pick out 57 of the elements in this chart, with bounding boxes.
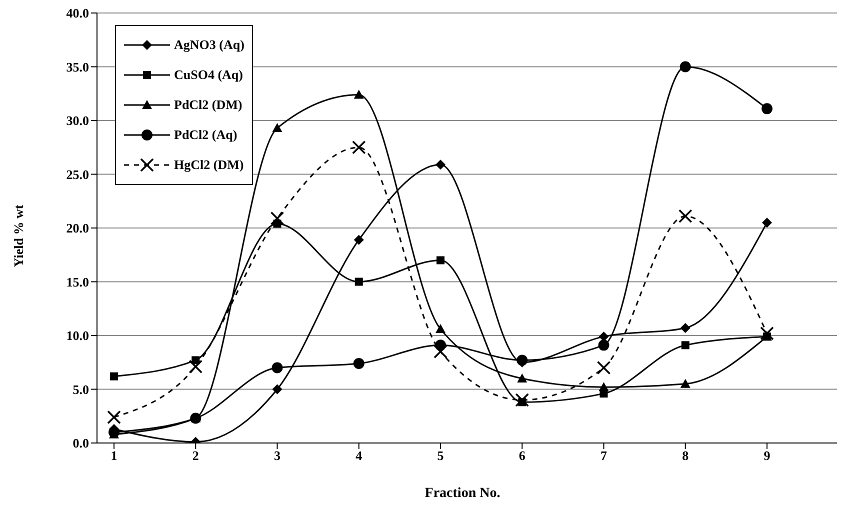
point <box>436 324 446 334</box>
point <box>353 358 364 369</box>
point <box>598 382 609 392</box>
y-tick-label: 10.0 <box>66 328 89 344</box>
point <box>681 341 690 350</box>
point <box>272 362 283 374</box>
point <box>272 384 282 394</box>
point <box>354 278 363 286</box>
point <box>436 160 446 170</box>
point <box>108 426 120 438</box>
point <box>678 209 692 224</box>
y-tick-label: 15.0 <box>66 274 89 290</box>
x-tick-label: 8 <box>682 448 690 464</box>
point <box>762 103 772 114</box>
point <box>436 256 444 264</box>
point <box>110 372 118 380</box>
point <box>517 374 528 382</box>
point <box>354 234 364 245</box>
legend-label: AgNO3 (Aq) <box>174 37 244 53</box>
point <box>270 211 284 226</box>
y-tick-label: 30.0 <box>66 113 89 128</box>
point <box>352 140 366 154</box>
x-tick-label: 1 <box>110 448 118 464</box>
point <box>680 322 690 333</box>
x-axis-title: Fraction No. <box>424 486 502 502</box>
point <box>192 356 200 364</box>
y-tick-label: 25.0 <box>66 166 89 182</box>
x-tick-label: 3 <box>274 448 281 464</box>
y-tick-label: 20.0 <box>66 220 89 236</box>
legend-label: CuSO4 (Aq) <box>174 67 243 83</box>
x-tick-label: 4 <box>356 448 363 464</box>
point <box>680 61 691 72</box>
y-axis-title: Yield % wt <box>11 204 27 267</box>
point <box>354 90 364 99</box>
point <box>516 354 528 366</box>
y-tick-label: 5.0 <box>72 382 89 397</box>
legend-label: HgCl2 (DM) <box>174 157 244 173</box>
point <box>596 360 611 375</box>
point <box>188 360 203 374</box>
y-tick-label: 35.0 <box>66 59 89 74</box>
point <box>598 340 610 351</box>
point <box>760 326 774 340</box>
y-tick-label: 0.0 <box>72 436 89 451</box>
point <box>515 393 530 407</box>
point <box>272 123 282 132</box>
x-tick-label: 7 <box>600 448 608 464</box>
point <box>107 410 121 424</box>
legend-label: PdCl2 (Aq) <box>174 127 238 143</box>
x-tick-label: 6 <box>518 448 526 464</box>
x-tick-label: 5 <box>437 448 444 464</box>
point <box>762 218 772 228</box>
x-tick-label: 9 <box>764 448 771 464</box>
point <box>434 344 448 359</box>
legend-label: PdCl2 (DM) <box>174 97 242 113</box>
x-tick-label: 2 <box>192 448 199 464</box>
y-tick-label: 40.0 <box>66 6 89 21</box>
point <box>680 378 690 388</box>
